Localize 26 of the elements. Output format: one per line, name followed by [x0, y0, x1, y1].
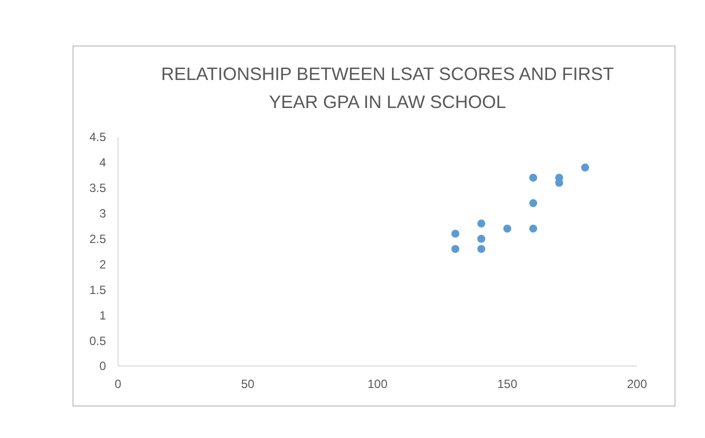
y-tick-label: 2	[99, 257, 106, 272]
y-tick-label: 4.5	[89, 130, 106, 144]
point	[477, 234, 486, 243]
point	[581, 164, 590, 172]
y-tick-label: 3.5	[89, 181, 106, 196]
x-tick-label: 50	[241, 377, 255, 391]
point	[503, 224, 512, 233]
point	[451, 230, 460, 238]
x-tick-label: 150	[497, 377, 518, 391]
y-tick-label: 2.5	[89, 232, 106, 246]
point	[529, 224, 538, 233]
point	[529, 199, 538, 208]
y-tick-label: 0.5	[89, 334, 106, 348]
point	[477, 220, 486, 228]
chart-title: RELATIONSHIP BETWEEN LSAT SCORES AND FIRST YEAR GPA IN LAW SCHOOL	[161, 64, 614, 112]
x-tick-label: 100	[367, 377, 388, 391]
y-tick-label: 0	[99, 359, 106, 374]
point	[477, 244, 486, 253]
x-tick-label: 0	[114, 377, 122, 391]
y-tick-label: 1.5	[89, 282, 106, 297]
x-tick-label: 200	[626, 377, 648, 391]
point	[451, 244, 460, 253]
y-tick-label: 3	[99, 206, 106, 221]
y-tick-label: 4	[99, 156, 106, 170]
point	[529, 174, 538, 182]
y-tick-label: 1	[99, 308, 106, 322]
